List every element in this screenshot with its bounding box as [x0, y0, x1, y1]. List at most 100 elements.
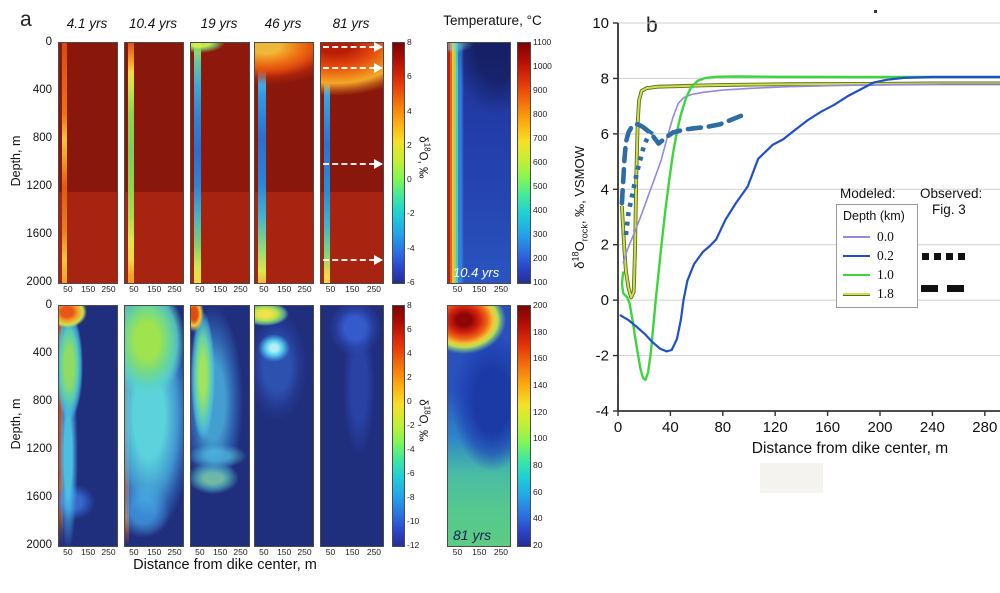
x-ticks: 50 150 250: [190, 284, 248, 294]
depth-marker-arrow-1.8km: [323, 255, 383, 265]
tick-label: 50: [452, 284, 463, 294]
tick-label: -12: [407, 540, 420, 550]
x-ticks: 50 150 250: [124, 284, 182, 294]
tick-label: 100: [533, 433, 548, 444]
x-tick-label: 40: [662, 419, 679, 436]
tick-label: 0: [45, 299, 52, 311]
y-tick-label: -2: [596, 348, 609, 365]
tick-label: -10: [407, 516, 420, 526]
tick-label: 150: [213, 547, 228, 557]
tick-label: 6: [407, 324, 412, 334]
x-tick-label: 280: [972, 419, 997, 436]
tick-label: 150: [213, 284, 228, 294]
tick-label: 150: [147, 547, 162, 557]
colorbar-d18O-bottom-label: δ18O, ‰: [416, 399, 432, 442]
y-tick-label: 2: [601, 237, 609, 254]
tick-label: 200: [533, 253, 548, 263]
heatmap-d18O-81yrs: [320, 42, 384, 284]
depth-marker-arrow-0.2km: [323, 63, 383, 73]
panel-a-time-title: 81 yrs: [332, 16, 370, 31]
tick-label: 800: [533, 109, 548, 119]
tick-label: 2000: [26, 276, 52, 288]
tick-label: 150: [81, 547, 96, 557]
legend-row-depth-1.8: 1.8: [843, 284, 917, 303]
tick-label: 1600: [26, 228, 52, 240]
y-tick-label: 4: [601, 181, 609, 198]
depth-tick-labels-top: 0 400 800 1200 1600 2000: [8, 36, 52, 288]
tick-label: 50: [195, 547, 205, 557]
x-tick-label: 0: [614, 419, 622, 436]
tick-label: 150: [277, 284, 292, 294]
temperature-top-inset-label: 10.4 yrs: [453, 265, 500, 280]
tick-label: 0: [45, 36, 52, 48]
tick-label: 1200: [26, 180, 52, 192]
tick-label: 250: [493, 284, 509, 294]
legend-line-sample: [843, 254, 870, 257]
tick-label: 0: [407, 396, 412, 406]
depth-tick-labels-bottom: 0 400 800 1200 1600 2000: [8, 299, 52, 551]
series-observed-dotted-line: [623, 129, 654, 236]
panel-b-y-axis-label: δ18Orock, ‰, VSMOW: [570, 146, 590, 269]
tick-label: 250: [167, 284, 182, 294]
tick-label: 180: [533, 326, 548, 337]
tick-label: 800: [32, 395, 52, 407]
legend-depth-value: 1.8: [877, 285, 894, 301]
tick-label: 250: [297, 547, 312, 557]
panel-a-time-title: 19 yrs: [200, 16, 238, 31]
x-ticks: 50 150 250: [320, 284, 382, 294]
depth-marker-arrow-1km: [323, 159, 383, 169]
tick-label: 50: [325, 284, 336, 294]
tick-label: 50: [129, 284, 139, 294]
heatmap-d18Ofluid-81yrs: [320, 305, 384, 547]
tick-label: -2: [407, 420, 415, 430]
tick-label: 20: [533, 540, 543, 550]
x-ticks: 50 150 250: [447, 547, 509, 557]
x-ticks: 50 150 250: [320, 547, 382, 557]
tick-label: 500: [533, 181, 548, 191]
colorbar-d18O-top: [392, 42, 405, 284]
legend-depth-value: 1.0: [877, 266, 894, 282]
colorbar-d18O-top-ticks: 8 6 4 2 0 -2 -4 -6: [407, 37, 433, 287]
tick-label: 50: [195, 284, 205, 294]
series-1.0-line: [620, 75, 1000, 382]
tick-label: 250: [493, 547, 509, 557]
tick-label: 50: [259, 284, 269, 294]
tick-label: 2: [407, 372, 412, 382]
tick-label: 250: [233, 547, 248, 557]
legend-modeled-header: Modeled:: [840, 186, 896, 201]
y-tick-label: -4: [596, 403, 609, 420]
tick-label: 150: [345, 547, 360, 557]
panel-b-x-axis-label: Distance from dike center, m: [751, 440, 949, 457]
tick-label: 400: [32, 84, 52, 96]
x-tick-label: 120: [763, 419, 788, 436]
panel-b-chart: 10 8 6 4 2 0 -2 -4 0 40 80 120 160 200 240 280: [592, 15, 1000, 436]
tick-label: 150: [472, 284, 487, 294]
tick-label: 800: [32, 132, 52, 144]
tick-label: 0: [407, 174, 412, 185]
tick-label: 140: [533, 379, 548, 390]
x-ticks: 50 150 250: [124, 547, 182, 557]
tick-label: 1000: [533, 61, 552, 71]
x-ticks: 50 150 250: [58, 284, 116, 294]
tick-label: 1100: [533, 37, 552, 47]
tick-label: 4: [407, 105, 412, 116]
y-tick-label: 10: [592, 15, 609, 32]
tick-label: 900: [533, 85, 548, 95]
tick-label: 120: [533, 406, 548, 417]
tick-label: 50: [63, 284, 73, 294]
x-tick-label: 200: [867, 419, 892, 436]
legend-observed-dotted-sample: [922, 253, 966, 260]
x-tick-label: 160: [815, 419, 840, 436]
series-observed-dashed-line: [619, 113, 744, 206]
tick-label: 8: [407, 300, 412, 310]
tick-label: 250: [101, 284, 116, 294]
x-ticks: 50 150 250: [58, 547, 116, 557]
temperature-title: Temperature, °C: [443, 13, 542, 28]
colorbar-temperature-bottom: [517, 305, 531, 547]
tick-label: 6: [407, 71, 412, 82]
y-tick-label: 8: [601, 70, 609, 87]
panel-a-time-title: 4.1 yrs: [66, 16, 108, 31]
tick-label: 80: [533, 459, 543, 470]
tick-label: 250: [101, 547, 116, 557]
x-ticks: 50 150 250: [190, 547, 248, 557]
